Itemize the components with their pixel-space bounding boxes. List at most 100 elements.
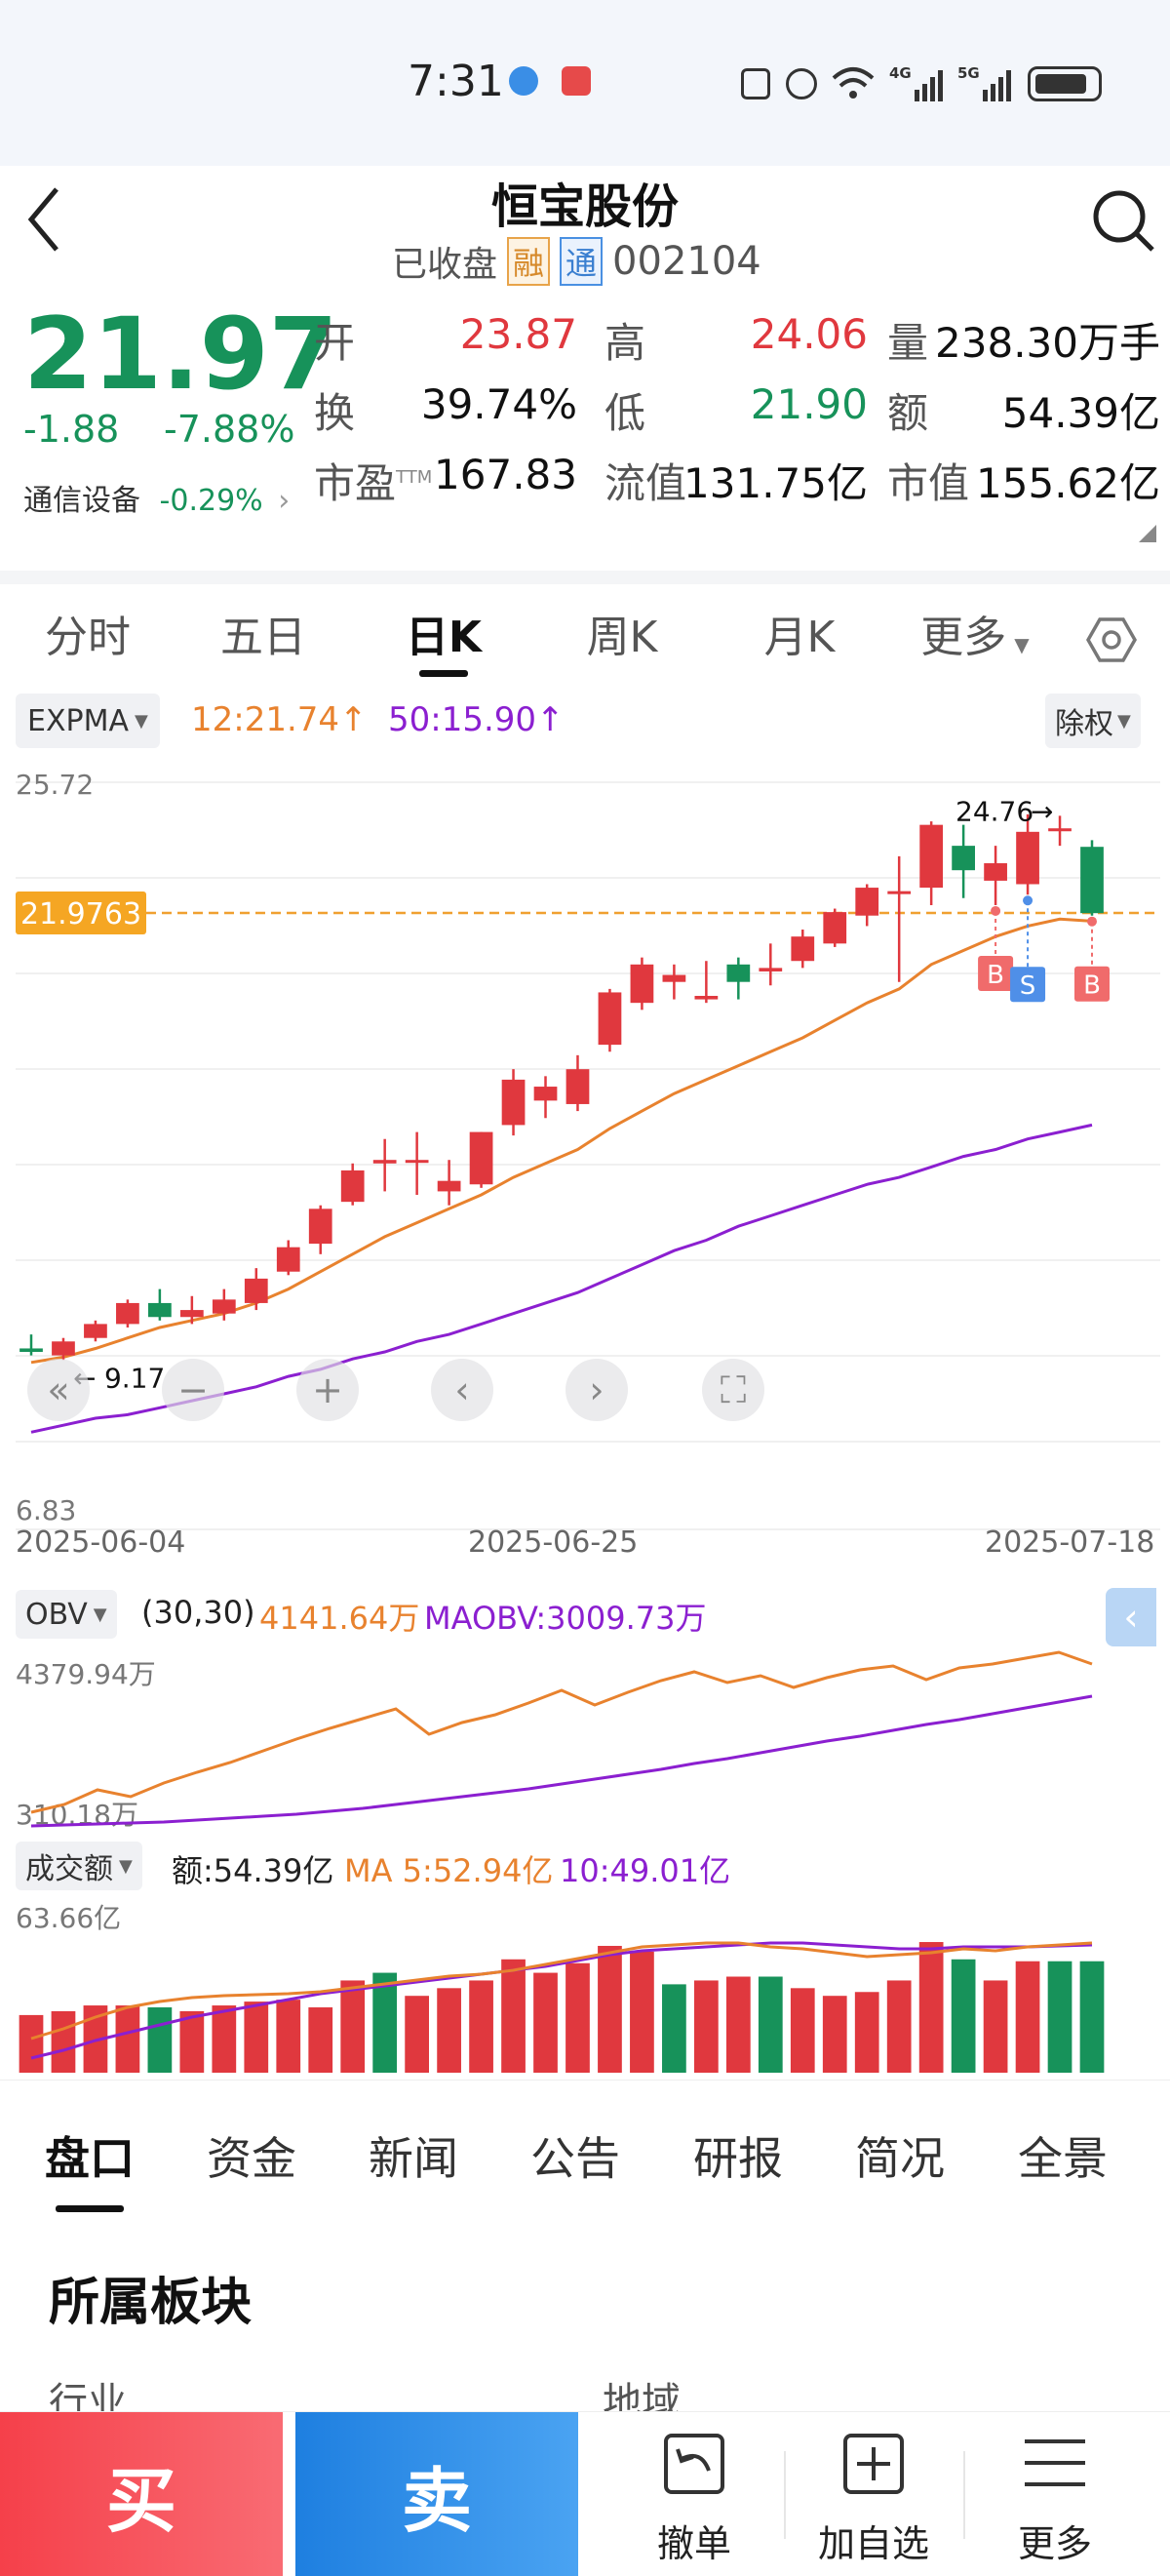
adjust-select[interactable]: 除权 ▼ xyxy=(1045,694,1141,748)
maobv-value: MAOBV:3009.73万 xyxy=(424,1600,707,1637)
candle xyxy=(405,1131,429,1195)
candle xyxy=(533,1076,558,1119)
chevron-right-icon: › xyxy=(278,484,291,518)
back-icon[interactable] xyxy=(25,185,64,254)
candle xyxy=(630,957,654,1011)
detail-tab-label: 全景 xyxy=(1018,2132,1108,2185)
quote-value: 54.39亿 xyxy=(1001,389,1160,437)
candle xyxy=(1016,813,1039,895)
detail-tab[interactable]: 全景 xyxy=(985,2123,1141,2188)
volume-select[interactable]: 成交额 ▼ xyxy=(16,1842,142,1890)
trade-marker[interactable] xyxy=(1074,966,1110,1002)
candle xyxy=(791,930,815,969)
caret-down-icon: ▼ xyxy=(135,710,148,732)
current-price-text: 21.9763 xyxy=(20,897,141,931)
expand-corner-icon[interactable] xyxy=(1137,523,1158,544)
fullscreen-button[interactable]: ⛶ xyxy=(702,1359,764,1421)
period-tab[interactable]: 周K xyxy=(544,602,700,664)
quote-key: 开 xyxy=(314,319,356,367)
trade-marker-label: B xyxy=(987,961,1004,990)
candle xyxy=(952,824,975,898)
quote-panel: 21.97 -1.88 -7.88% 通信设备 -0.29% › 开 23.87 高… xyxy=(0,293,1170,572)
stock-name: 恒宝股份 xyxy=(490,179,679,234)
candle xyxy=(598,988,622,1052)
volume-bar xyxy=(1079,1961,1105,2073)
pan-left-button[interactable]: ‹ xyxy=(431,1359,493,1421)
detail-tab[interactable]: 资金 xyxy=(174,2123,330,2188)
collapse-panel-button[interactable]: ‹ xyxy=(1106,1588,1156,1646)
volume-bar xyxy=(244,2001,269,2073)
candle xyxy=(887,855,912,982)
quote-value: 167.83 xyxy=(434,451,577,498)
period-tab[interactable]: 日K xyxy=(366,602,522,677)
zoom-out-button[interactable]: − xyxy=(162,1359,224,1421)
search-icon[interactable] xyxy=(1090,187,1158,256)
volume-bar xyxy=(340,1980,366,2073)
period-tab[interactable]: 分时 xyxy=(10,602,166,664)
settings-hex-icon[interactable] xyxy=(1086,615,1137,664)
trade-marker[interactable] xyxy=(1010,967,1046,1003)
buy-button[interactable]: 买 xyxy=(0,2412,283,2576)
period-tab-label: 月K xyxy=(763,613,836,662)
volume-bar xyxy=(501,1959,526,2073)
quote-cell: 市值 155.62亿 xyxy=(887,451,1160,509)
pan-left-icon: ‹ xyxy=(454,1368,469,1411)
zoom-in-button[interactable]: + xyxy=(296,1359,359,1421)
high-note: 24.76 xyxy=(956,795,1034,827)
add-watchlist-button[interactable]: 加自选 xyxy=(786,2424,961,2570)
detail-tab[interactable]: 盘口 xyxy=(12,2123,168,2212)
zoom-out-icon: − xyxy=(177,1368,209,1411)
volume-ma5: MA 5:52.94亿 xyxy=(344,1852,554,1889)
indicator-select[interactable]: EXPMA ▼ xyxy=(16,694,160,748)
detail-tab-label: 资金 xyxy=(207,2132,296,2185)
adjust-label: 除权 xyxy=(1055,707,1113,741)
detail-tab[interactable]: 公告 xyxy=(497,2123,653,2188)
stock-subtitle: 已收盘 融 通 002104 xyxy=(392,236,761,287)
y-min-label: 6.83 xyxy=(16,1494,76,1526)
period-tab-label: 日K xyxy=(405,613,483,662)
volume-bar xyxy=(308,2007,333,2073)
rewind-button[interactable]: « xyxy=(27,1359,90,1421)
detail-tab-label: 研报 xyxy=(693,2132,783,2185)
trade-marker-dot xyxy=(991,905,1001,916)
sector-link[interactable]: 通信设备 -0.29% › xyxy=(23,476,290,519)
detail-tab[interactable]: 新闻 xyxy=(335,2123,491,2188)
detail-tab[interactable]: 简况 xyxy=(822,2123,978,2188)
volume-bar xyxy=(276,2000,301,2073)
period-tab[interactable]: 月K xyxy=(722,602,878,664)
obv-select[interactable]: OBV ▼ xyxy=(16,1590,117,1639)
volume-amount: 额:54.39亿 xyxy=(172,1852,334,1889)
volume-bar xyxy=(566,1962,590,2073)
pan-right-button[interactable]: › xyxy=(566,1359,628,1421)
arrow-right-icon: → xyxy=(1031,795,1053,827)
obv-line xyxy=(30,1650,1093,1814)
cancel-order-button[interactable]: 撤单 xyxy=(606,2424,782,2570)
price-change: -1.88 xyxy=(23,408,120,451)
stock-header: 恒宝股份 已收盘 融 通 002104 xyxy=(0,166,1170,293)
date-label: 2025-06-04 xyxy=(16,1526,185,1554)
volume-bar xyxy=(437,1988,461,2073)
period-tabs: 分时 五日 日K 周K 月K 更多 ▼ xyxy=(0,571,1170,680)
quote-key: 额 xyxy=(887,389,929,437)
section-title: 所属板块 xyxy=(49,2274,253,2332)
volume-chart[interactable]: 63.66亿 xyxy=(0,1892,1170,2078)
trade-marker[interactable] xyxy=(978,955,1014,991)
price-change-pct: -7.88% xyxy=(164,408,295,451)
more-button[interactable]: 更多 xyxy=(967,2424,1143,2570)
obv-max-label: 4379.94万 xyxy=(16,1658,156,1690)
period-tab[interactable]: 五日 xyxy=(185,602,341,664)
quote-key-sup: TTM xyxy=(396,467,433,488)
candle xyxy=(469,1131,493,1188)
active-tab-indicator xyxy=(56,2205,124,2212)
sell-button[interactable]: 卖 xyxy=(295,2412,578,2576)
add-watchlist-label: 加自选 xyxy=(817,2522,929,2565)
arrow-up-icon: ↑ xyxy=(536,700,565,739)
detail-tab[interactable]: 研报 xyxy=(660,2123,816,2188)
candle xyxy=(1080,840,1104,916)
quote-cell: 高 24.06 xyxy=(604,310,868,369)
last-price: 21.97 xyxy=(23,297,338,413)
period-tab[interactable]: 更多 ▼ xyxy=(897,602,1053,664)
wifi-icon xyxy=(832,67,875,99)
